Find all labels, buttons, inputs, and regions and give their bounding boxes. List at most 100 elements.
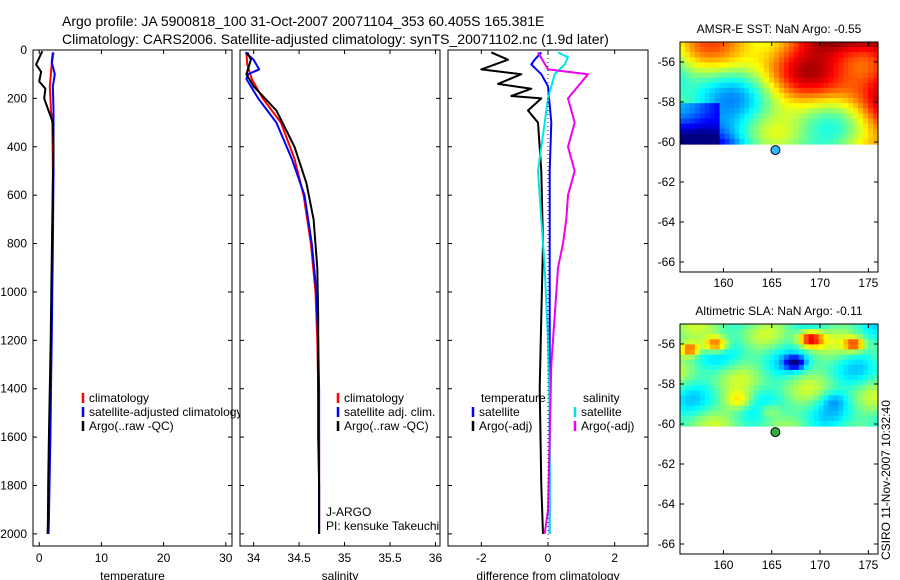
panel-sst-heatmap-cell — [823, 98, 830, 104]
panel-sst-heatmap-cell — [714, 108, 721, 114]
panel-sst-heatmap-cell — [759, 87, 765, 94]
panel-sst-heatmap-cell — [764, 133, 770, 140]
panel-sst-heatmap-cell — [838, 42, 844, 48]
panel-sst-heatmap-cell — [689, 72, 696, 79]
panel-sla-heatmap-cell — [868, 385, 874, 391]
panel-sst-heatmap-cell — [783, 138, 790, 145]
panel-sst-heatmap-cell — [853, 52, 859, 58]
panel-sst-heatmap-cell — [808, 118, 815, 125]
panel-sst-heatmap-cell — [734, 52, 740, 58]
panel-sst-heatmap-cell — [684, 82, 691, 89]
panel-sst-heatmap-cell — [868, 128, 874, 135]
panel-sla-heatmap-cell — [813, 329, 820, 335]
panel-sst-heatmap-cell — [769, 57, 775, 63]
panel-sst-heatmap-cell — [813, 52, 820, 58]
panel-sst-heatmap-cell — [818, 93, 825, 99]
panel-sla-heatmap-cell — [788, 324, 795, 330]
panel-sst-heatmap-cell — [808, 72, 815, 79]
panel-sst-heatmap-cell — [699, 93, 706, 99]
panel-sst-heatmap-cell — [863, 123, 869, 130]
panel-sst-heatmap-cell — [769, 108, 775, 114]
panel-sla-heatmap-cell — [793, 364, 800, 371]
panel-sst-heatmap-cell — [853, 118, 859, 125]
panel-sst-heatmap-cell — [863, 72, 869, 79]
panel-sst-heatmap-cell — [873, 108, 879, 114]
panel-sla-heatmap-cell — [853, 329, 859, 335]
panel-sst-heatmap-cell — [754, 108, 760, 114]
panel-temp-xlabel: temperature — [100, 569, 165, 580]
panel-sla-heatmap-cell — [724, 349, 731, 356]
panel-sst-heatmap-cell — [863, 103, 869, 109]
panel-sal-xtick-label: 36 — [429, 551, 443, 565]
panel-sla-heatmap-cell — [714, 410, 721, 417]
panel-temp-ytick-label: 2000 — [0, 527, 27, 541]
panel-sst-heatmap-cell — [719, 67, 726, 74]
panel-sla-heatmap-cell — [833, 405, 839, 412]
panel-sla-heatmap-cell — [719, 364, 726, 371]
panel-sla-heatmap-cell — [798, 369, 805, 376]
panel-sst-heatmap-cell — [699, 128, 706, 135]
panel-sst-heatmap-cell — [793, 77, 800, 84]
panel-sst-heatmap-cell — [838, 47, 844, 53]
panel-sst-heatmap-cell — [729, 77, 736, 84]
panel-sst-heatmap-cell — [764, 103, 770, 109]
panel-sst-heatmap-cell — [853, 98, 859, 104]
panel-sst-heatmap-cell — [788, 103, 795, 109]
panel-sst-heatmap-cell — [694, 98, 701, 104]
panel-sst-heatmap-cell — [739, 93, 745, 99]
panel-sla-heatmap-cell — [813, 410, 820, 417]
panel-sla-heatmap-cell — [680, 324, 686, 330]
panel-temp-ytick-label: 800 — [7, 237, 27, 251]
panel-sst-heatmap-cell — [868, 103, 874, 109]
panel-sla-heatmap-cell — [838, 380, 844, 386]
panel-sst-heatmap-cell — [739, 52, 745, 58]
panel-sst-heatmap-cell — [823, 103, 830, 109]
panel-sla-heatmap-cell — [769, 405, 775, 412]
panel-sla-heatmap-cell — [843, 385, 849, 391]
panel-sst-heatmap-cell — [813, 138, 820, 145]
panel-sla-heatmap-cell — [764, 410, 770, 417]
panel-sst-heatmap-cell — [724, 98, 731, 104]
panel-sla-heatmap-cell — [858, 375, 864, 381]
panel-sla-heatmap-cell — [833, 375, 839, 381]
panel-sla-heatmap-cell — [734, 405, 740, 412]
panel-sst-heatmap-cell — [783, 42, 790, 48]
panel-sst-heatmap-cell — [783, 82, 790, 89]
panel-sst-heatmap-cell — [843, 133, 849, 140]
panel-sst-heatmap-cell — [803, 108, 810, 114]
panel-sst-heatmap-cell — [779, 118, 785, 125]
panel-sst-heatmap-cell — [689, 118, 696, 125]
panel-sla-heatmap-cell — [684, 359, 691, 366]
panel-sst-heatmap-cell — [823, 67, 830, 74]
panel-sst-heatmap-cell — [783, 52, 790, 58]
panel-sst-heatmap-cell — [714, 138, 721, 145]
panel-sla-heatmap-cell — [818, 390, 825, 396]
panel-sst-heatmap-cell — [749, 113, 755, 120]
panel-sst-heatmap-cell — [739, 98, 745, 104]
panel-sla-heatmap-cell — [828, 334, 835, 340]
panel-sla-heatmap-cell — [858, 405, 864, 412]
panel-sst-heatmap-cell — [798, 47, 805, 53]
panel-sst-ytick-label: -56 — [658, 55, 676, 69]
panel-sst-heatmap-cell — [853, 77, 859, 84]
panel-sla-heatmap-cell — [714, 324, 721, 330]
panel-sst-heatmap-cell — [684, 42, 691, 48]
panel-sla-heatmap-cell — [838, 359, 844, 366]
panel-sla-heatmap-cell — [813, 364, 820, 371]
panel-sla-heatmap-cell — [838, 415, 844, 422]
panel-sst-heatmap-cell — [694, 57, 701, 63]
panel-sla-heatmap-cell — [769, 354, 775, 361]
panel-sla-xtick-label: 175 — [858, 558, 878, 572]
panel-sst-heatmap-cell — [813, 62, 820, 69]
panel-sla-heatmap-cell — [709, 385, 716, 391]
panel-sst-heatmap-cell — [724, 62, 731, 69]
panel-sla-heatmap-cell — [793, 400, 800, 407]
panel-sst-heatmap-cell — [774, 128, 780, 135]
panel-sla-heatmap-cell — [714, 375, 721, 381]
panel-sla-heatmap-cell — [699, 359, 706, 366]
panel-sst-heatmap-cell — [724, 72, 731, 79]
panel-sst-heatmap-cell — [759, 133, 765, 140]
panel-sla-heatmap-cell — [749, 405, 755, 412]
panel-sla-heatmap-cell — [868, 354, 874, 361]
